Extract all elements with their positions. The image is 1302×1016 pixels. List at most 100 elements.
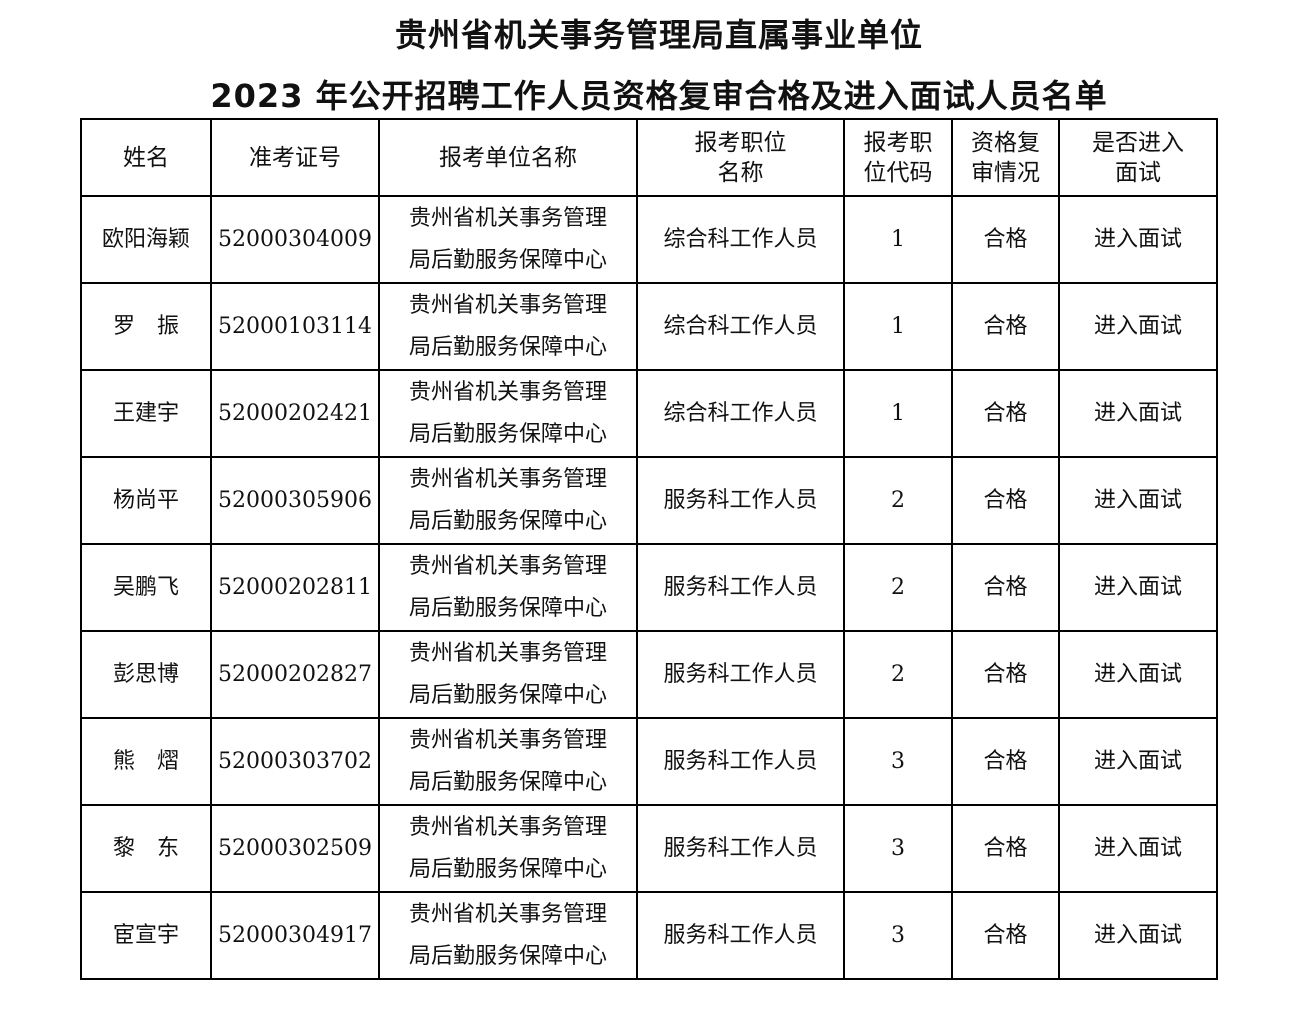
cell-unit: 贵州省机关事务管理 局后勤服务保障中心 xyxy=(378,369,638,458)
unit-unit-line2: 局后勤服务保障中心 xyxy=(408,943,607,969)
cell-unit: 贵州省机关事务管理 局后勤服务保障中心 xyxy=(378,717,638,806)
unit-unit-line2: 局后勤服务保障中心 xyxy=(408,856,607,882)
cell-exam-number: 52000305906 xyxy=(210,456,380,545)
cell-position-code: 2 xyxy=(843,630,953,719)
cell-exam-number: 52000304917 xyxy=(210,891,380,980)
header-unit: 报考单位名称 xyxy=(378,118,638,197)
cell-review: 合格 xyxy=(951,891,1060,980)
cell-review: 合格 xyxy=(951,804,1060,893)
cell-position: 服务科工作人员 xyxy=(636,543,845,632)
table-row: 熊 熠 52000303702 贵州省机关事务管理 局后勤服务保障中心 服务科工作人员 3… xyxy=(80,717,1218,806)
cell-interview: 进入面试 xyxy=(1058,369,1218,458)
cell-exam-number: 52000202827 xyxy=(210,630,380,719)
cell-name: 彭思博 xyxy=(80,630,212,719)
table-body: 欧阳海颖 52000304009 贵州省机关事务管理 局后勤服务保障中心 综合科工作人员… xyxy=(80,195,1218,980)
cell-name: 罗 振 xyxy=(80,282,212,371)
cell-interview: 进入面试 xyxy=(1058,543,1218,632)
cell-name: 王建宇 xyxy=(80,369,212,458)
table-header-row: 姓名 准考证号 报考单位名称 报考职位 名称 报考职 位代码 资格复 审情况 是否进入 面试 xyxy=(80,118,1218,197)
cell-interview: 进入面试 xyxy=(1058,891,1218,980)
cell-review: 合格 xyxy=(951,717,1060,806)
unit-unit-line2: 局后勤服务保障中心 xyxy=(408,247,607,273)
table-row: 吴鹏飞 52000202811 贵州省机关事务管理 局后勤服务保障中心 服务科工作人员 2… xyxy=(80,543,1218,632)
unit-unit-line1: 贵州省机关事务管理 xyxy=(408,466,607,492)
cell-exam-number: 52000202811 xyxy=(210,543,380,632)
cell-interview: 进入面试 xyxy=(1058,282,1218,371)
unit-unit-line1: 贵州省机关事务管理 xyxy=(408,727,607,753)
cell-interview: 进入面试 xyxy=(1058,804,1218,893)
unit-unit-line2: 局后勤服务保障中心 xyxy=(408,682,607,708)
table-row: 黎 东 52000302509 贵州省机关事务管理 局后勤服务保障中心 服务科工作人员 3… xyxy=(80,804,1218,893)
table-row: 杨尚平 52000305906 贵州省机关事务管理 局后勤服务保障中心 服务科工作人员 2… xyxy=(80,456,1218,545)
cell-review: 合格 xyxy=(951,195,1060,284)
cell-position-code: 2 xyxy=(843,456,953,545)
cell-position-code: 3 xyxy=(843,717,953,806)
header-interview: 是否进入 面试 xyxy=(1058,118,1218,197)
cell-name: 宦宣宇 xyxy=(80,891,212,980)
unit-unit-line1: 贵州省机关事务管理 xyxy=(408,640,607,666)
unit-unit-line1: 贵州省机关事务管理 xyxy=(408,553,607,579)
cell-name: 杨尚平 xyxy=(80,456,212,545)
cell-position: 综合科工作人员 xyxy=(636,195,845,284)
table-row: 罗 振 52000103114 贵州省机关事务管理 局后勤服务保障中心 综合科工作人员 1… xyxy=(80,282,1218,371)
cell-name: 吴鹏飞 xyxy=(80,543,212,632)
cell-position: 服务科工作人员 xyxy=(636,456,845,545)
cell-exam-number: 52000302509 xyxy=(210,804,380,893)
document-title-line2: 2023 年公开招聘工作人员资格复审合格及进入面试人员名单 xyxy=(210,77,1108,115)
document-title-line1: 贵州省机关事务管理局直属事业单位 xyxy=(394,16,923,54)
cell-unit: 贵州省机关事务管理 局后勤服务保障中心 xyxy=(378,195,638,284)
cell-exam-number: 52000303702 xyxy=(210,717,380,806)
cell-exam-number: 52000202421 xyxy=(210,369,380,458)
cell-position: 服务科工作人员 xyxy=(636,717,845,806)
cell-review: 合格 xyxy=(951,543,1060,632)
cell-unit: 贵州省机关事务管理 局后勤服务保障中心 xyxy=(378,804,638,893)
unit-unit-line1: 贵州省机关事务管理 xyxy=(408,205,607,231)
cell-position-code: 3 xyxy=(843,891,953,980)
cell-name: 欧阳海颖 xyxy=(80,195,212,284)
cell-interview: 进入面试 xyxy=(1058,717,1218,806)
cell-name: 黎 东 xyxy=(80,804,212,893)
table-row: 彭思博 52000202827 贵州省机关事务管理 局后勤服务保障中心 服务科工作人员 2… xyxy=(80,630,1218,719)
unit-unit-line1: 贵州省机关事务管理 xyxy=(408,379,607,405)
cell-unit: 贵州省机关事务管理 局后勤服务保障中心 xyxy=(378,543,638,632)
cell-exam-number: 52000103114 xyxy=(210,282,380,371)
cell-interview: 进入面试 xyxy=(1058,630,1218,719)
header-position: 报考职位 名称 xyxy=(636,118,845,197)
unit-unit-line2: 局后勤服务保障中心 xyxy=(408,421,607,447)
cell-interview: 进入面试 xyxy=(1058,456,1218,545)
unit-unit-line2: 局后勤服务保障中心 xyxy=(408,334,607,360)
cell-unit: 贵州省机关事务管理 局后勤服务保障中心 xyxy=(378,891,638,980)
candidate-table: 姓名 准考证号 报考单位名称 报考职位 名称 报考职 位代码 资格复 审情况 是否进入 面试… xyxy=(80,118,1218,980)
cell-unit: 贵州省机关事务管理 局后勤服务保障中心 xyxy=(378,282,638,371)
unit-unit-line2: 局后勤服务保障中心 xyxy=(408,769,607,795)
cell-position: 服务科工作人员 xyxy=(636,630,845,719)
table-row: 欧阳海颖 52000304009 贵州省机关事务管理 局后勤服务保障中心 综合科工作人员… xyxy=(80,195,1218,284)
table-row: 王建宇 52000202421 贵州省机关事务管理 局后勤服务保障中心 综合科工作人员 1… xyxy=(80,369,1218,458)
cell-position-code: 1 xyxy=(843,195,953,284)
unit-unit-line1: 贵州省机关事务管理 xyxy=(408,901,607,927)
cell-position: 服务科工作人员 xyxy=(636,891,845,980)
cell-position: 服务科工作人员 xyxy=(636,804,845,893)
cell-interview: 进入面试 xyxy=(1058,195,1218,284)
cell-review: 合格 xyxy=(951,456,1060,545)
cell-review: 合格 xyxy=(951,282,1060,371)
cell-exam-number: 52000304009 xyxy=(210,195,380,284)
cell-review: 合格 xyxy=(951,369,1060,458)
cell-position-code: 2 xyxy=(843,543,953,632)
header-exam-number: 准考证号 xyxy=(210,118,380,197)
header-review: 资格复 审情况 xyxy=(951,118,1060,197)
cell-position: 综合科工作人员 xyxy=(636,282,845,371)
unit-unit-line2: 局后勤服务保障中心 xyxy=(408,595,607,621)
cell-position-code: 1 xyxy=(843,282,953,371)
cell-position-code: 3 xyxy=(843,804,953,893)
unit-unit-line1: 贵州省机关事务管理 xyxy=(408,814,607,840)
unit-unit-line1: 贵州省机关事务管理 xyxy=(408,292,607,318)
cell-name: 熊 熠 xyxy=(80,717,212,806)
cell-position-code: 1 xyxy=(843,369,953,458)
table-row: 宦宣宇 52000304917 贵州省机关事务管理 局后勤服务保障中心 服务科工作人员 3… xyxy=(80,891,1218,980)
unit-unit-line2: 局后勤服务保障中心 xyxy=(408,508,607,534)
cell-unit: 贵州省机关事务管理 局后勤服务保障中心 xyxy=(378,456,638,545)
cell-review: 合格 xyxy=(951,630,1060,719)
header-name: 姓名 xyxy=(80,118,212,197)
header-position-code: 报考职 位代码 xyxy=(843,118,953,197)
